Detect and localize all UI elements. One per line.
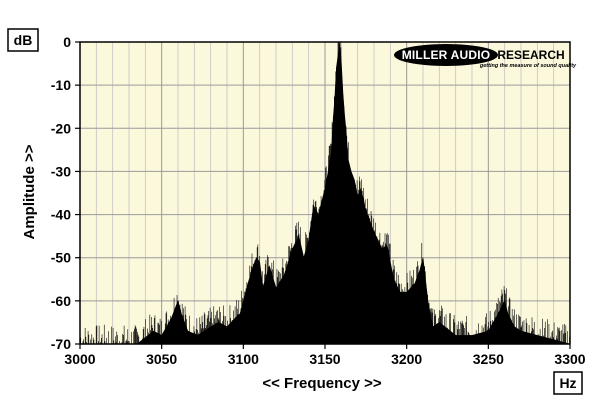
y-tick-label: -30 (51, 163, 71, 179)
x-tick-label: 3250 (473, 351, 504, 367)
series-layer (79, 41, 571, 345)
x-tick-label: 3200 (391, 351, 422, 367)
x-axis-title: << Frequency >> (262, 375, 381, 392)
x-tick-label: 3050 (146, 351, 177, 367)
y-unit-label: dB (14, 32, 33, 48)
x-tick-label: 3150 (309, 351, 340, 367)
x-unit-box: Hz (553, 371, 583, 395)
logo-tagline: getting the measure of sound quality (479, 63, 577, 69)
y-tick-label: -70 (51, 336, 71, 352)
y-tick-label: -10 (51, 77, 71, 93)
x-tick-label: 3300 (554, 351, 585, 367)
y-tick-label: 0 (63, 34, 71, 50)
y-tick-label: -60 (51, 293, 71, 309)
y-ticks: 0 -10 -20 -30 -40 -50 -60 -70 (51, 34, 80, 352)
y-tick-label: -50 (51, 250, 71, 266)
logo-brand-dark: RESEARCH (497, 48, 564, 62)
y-tick-label: -40 (51, 207, 71, 223)
x-tick-label: 3000 (64, 351, 95, 367)
y-tick-label: -20 (51, 120, 71, 136)
y-axis-title: Amplitude >> (21, 144, 38, 239)
y-unit-box: dB (7, 28, 39, 52)
logo-brand-light: MILLER AUDIO (402, 48, 491, 62)
x-ticks: 3000 3050 3100 3150 3200 3250 3300 (64, 344, 586, 367)
x-tick-label: 3100 (228, 351, 259, 367)
x-unit-label: Hz (559, 375, 576, 391)
miller-audio-research-logo: MILLER AUDIO RESEARCH getting the measur… (394, 44, 577, 69)
